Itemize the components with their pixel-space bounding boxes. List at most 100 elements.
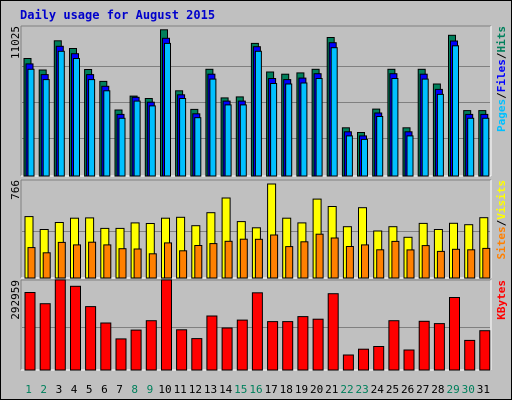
bar-pages-day-29 bbox=[452, 45, 459, 177]
bar-kbytes-day-3 bbox=[54, 279, 66, 371]
x-tick-label-day-8: 8 bbox=[131, 383, 138, 396]
bar-kbytes-day-19 bbox=[297, 316, 309, 371]
bar-pages-day-28 bbox=[436, 93, 444, 177]
bar-pages-day-10 bbox=[164, 42, 171, 177]
panel-kbytes-legend: KBytes bbox=[495, 280, 508, 320]
bar-pages-day-17 bbox=[270, 83, 278, 177]
bar-sites-day-4 bbox=[73, 244, 81, 279]
bar-sites-day-30 bbox=[467, 249, 476, 279]
bar-kbytes-day-27 bbox=[418, 320, 430, 371]
bar-pages-day-6 bbox=[103, 90, 111, 177]
bar-sites-day-27 bbox=[421, 245, 430, 279]
bar-pages-day-22 bbox=[345, 135, 353, 177]
bar-pages-day-12 bbox=[194, 117, 202, 177]
bar-pages-day-19 bbox=[300, 82, 308, 177]
bar-kbytes-day-30 bbox=[464, 339, 476, 371]
bar-kbytes-day-18 bbox=[282, 321, 294, 371]
bar-sites-day-8 bbox=[133, 248, 142, 279]
bar-sites-day-26 bbox=[406, 249, 415, 279]
x-tick-label-day-22: 22 bbox=[340, 383, 353, 396]
bar-sites-day-7 bbox=[118, 248, 127, 279]
bar-pages-day-9 bbox=[148, 105, 156, 177]
x-tick-label-day-2: 2 bbox=[40, 383, 47, 396]
bar-sites-day-13 bbox=[209, 243, 218, 279]
bar-kbytes-day-26 bbox=[403, 349, 415, 371]
bar-sites-day-17 bbox=[270, 234, 279, 279]
chart-panels: 11025Pages/Files/Hits766Sites/Visits2929… bbox=[9, 25, 508, 371]
bar-kbytes-day-6 bbox=[100, 322, 112, 371]
bar-sites-day-10 bbox=[164, 242, 172, 279]
bar-kbytes-day-11 bbox=[176, 329, 188, 371]
x-tick-label-day-20: 20 bbox=[310, 383, 323, 396]
bar-kbytes-day-29 bbox=[449, 297, 460, 371]
bar-pages-day-2 bbox=[42, 79, 50, 177]
bar-sites-day-6 bbox=[103, 244, 112, 279]
bar-pages-day-31 bbox=[482, 117, 490, 177]
bar-kbytes-day-13 bbox=[206, 315, 218, 371]
x-tick-label-day-19: 19 bbox=[295, 383, 308, 396]
x-tick-label-day-11: 11 bbox=[174, 383, 187, 396]
legend-entry-separator: / bbox=[495, 92, 508, 99]
panel-requests-legend: Pages/Files/Hits bbox=[495, 26, 508, 132]
x-tick-label-day-10: 10 bbox=[158, 383, 171, 396]
bar-kbytes-day-10 bbox=[161, 279, 172, 371]
x-tick-label-day-5: 5 bbox=[86, 383, 93, 396]
x-tick-label-day-31: 31 bbox=[477, 383, 490, 396]
bar-sites-day-3 bbox=[57, 241, 66, 279]
bar-sites-day-20 bbox=[315, 233, 324, 279]
bar-sites-day-23 bbox=[361, 244, 369, 279]
bar-sites-day-31 bbox=[482, 247, 491, 279]
bar-pages-day-16 bbox=[254, 50, 262, 177]
x-tick-label-day-14: 14 bbox=[219, 383, 233, 396]
panel-visitors: 766 Sites/Visits bbox=[9, 179, 508, 279]
bar-sites-day-21 bbox=[330, 237, 339, 279]
legend-entry-pages: Pages bbox=[495, 99, 508, 132]
bar-pages-day-13 bbox=[209, 78, 217, 177]
bar-kbytes-day-15 bbox=[236, 319, 248, 371]
x-tick-label-day-4: 4 bbox=[71, 383, 78, 396]
x-tick-label-day-7: 7 bbox=[116, 383, 123, 396]
bar-pages-day-15 bbox=[239, 104, 247, 177]
bar-kbytes-day-9 bbox=[145, 320, 157, 371]
bar-pages-day-8 bbox=[133, 100, 141, 177]
x-tick-label-day-13: 13 bbox=[204, 383, 217, 396]
x-tick-label-day-18: 18 bbox=[280, 383, 293, 396]
x-tick-label-day-25: 25 bbox=[386, 383, 399, 396]
bar-sites-day-19 bbox=[300, 241, 309, 279]
bar-kbytes-day-17 bbox=[267, 321, 279, 371]
x-tick-label-day-17: 17 bbox=[265, 383, 278, 396]
bar-kbytes-day-23 bbox=[358, 348, 369, 371]
bar-kbytes-day-28 bbox=[433, 323, 445, 371]
x-tick-label-day-24: 24 bbox=[371, 383, 385, 396]
bar-sites-day-2 bbox=[42, 252, 51, 279]
bar-pages-day-11 bbox=[179, 98, 187, 177]
bar-kbytes-day-16 bbox=[251, 292, 263, 371]
bar-sites-day-15 bbox=[239, 238, 248, 279]
bar-kbytes-day-24 bbox=[373, 346, 385, 371]
legend-entry-visits: Visits bbox=[495, 180, 508, 220]
bar-pages-day-21 bbox=[330, 47, 338, 177]
panel-visitors-legend: Sites/Visits bbox=[495, 180, 508, 260]
panel-visitors-max-label: 766 bbox=[9, 180, 22, 200]
x-tick-label-day-29: 29 bbox=[446, 383, 459, 396]
bar-sites-day-12 bbox=[194, 245, 203, 279]
bar-pages-day-1 bbox=[27, 68, 35, 177]
bar-sites-day-22 bbox=[345, 246, 354, 279]
bar-sites-day-18 bbox=[285, 246, 294, 279]
bar-kbytes-day-7 bbox=[115, 338, 127, 371]
bar-kbytes-day-1 bbox=[24, 292, 36, 371]
x-tick-label-day-30: 30 bbox=[462, 383, 475, 396]
bar-pages-day-4 bbox=[73, 58, 80, 177]
bar-kbytes-day-5 bbox=[85, 306, 97, 371]
bar-sites-day-25 bbox=[391, 240, 400, 279]
bar-sites-day-1 bbox=[27, 247, 36, 279]
bar-pages-day-30 bbox=[467, 117, 475, 177]
bar-sites-day-28 bbox=[436, 250, 445, 279]
bar-sites-day-5 bbox=[88, 241, 97, 279]
legend-entry-separator: / bbox=[495, 219, 508, 226]
bar-kbytes-day-22 bbox=[342, 354, 354, 371]
bar-pages-day-24 bbox=[376, 116, 384, 177]
legend-entry-sites: Sites bbox=[495, 226, 508, 259]
bar-kbytes-day-31 bbox=[479, 330, 491, 371]
